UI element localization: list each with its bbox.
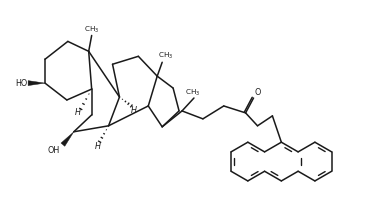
Text: H: H	[75, 108, 81, 117]
Text: CH$_3$: CH$_3$	[158, 51, 173, 61]
Polygon shape	[28, 81, 45, 86]
Text: HO: HO	[15, 78, 27, 87]
Text: OH: OH	[48, 145, 60, 154]
Text: CH$_3$: CH$_3$	[84, 24, 99, 34]
Text: H: H	[95, 141, 101, 150]
Polygon shape	[61, 132, 74, 147]
Text: CH$_3$: CH$_3$	[185, 88, 201, 98]
Text: O: O	[254, 87, 261, 96]
Text: H: H	[130, 106, 136, 115]
